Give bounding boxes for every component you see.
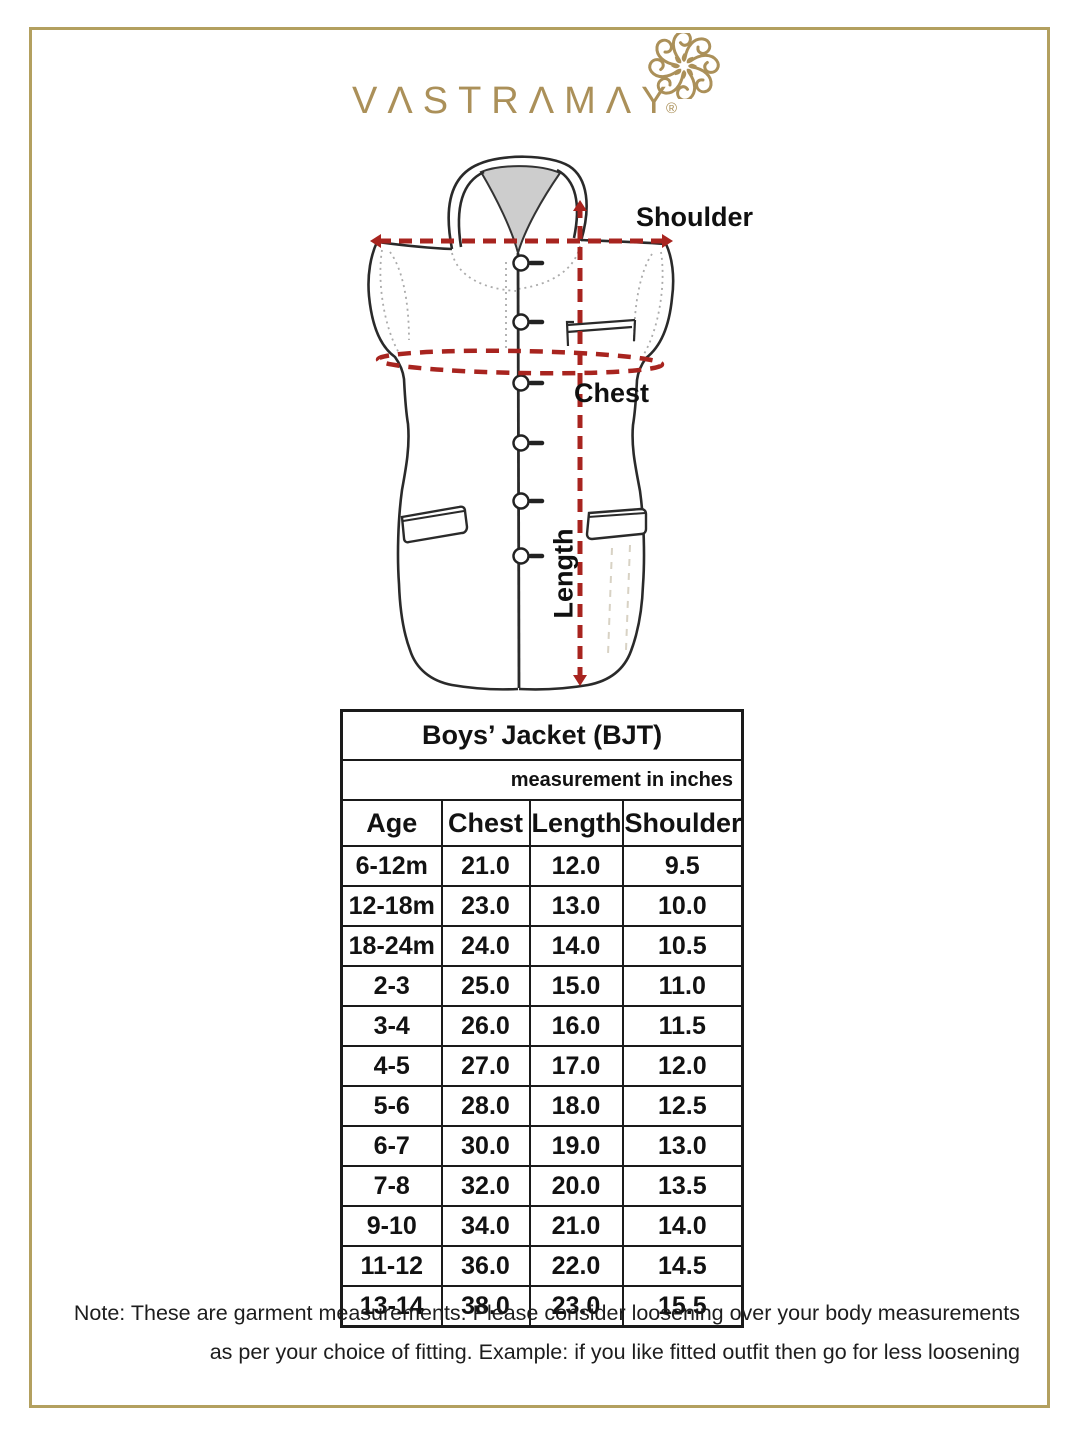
cell-chest: 24.0 [440, 925, 531, 967]
cell-shoulder: 15.5 [621, 1285, 744, 1328]
cell-chest: 32.0 [440, 1165, 531, 1207]
table-row: 4-5 27.0 17.0 12.0 [340, 1045, 744, 1087]
unit-note: measurement in inches [340, 759, 744, 801]
cell-age: 18-24m [340, 925, 443, 967]
cell-shoulder: 13.5 [621, 1165, 744, 1207]
cell-chest: 27.0 [440, 1045, 531, 1087]
column-header-age: Age [340, 799, 443, 847]
cell-length: 12.0 [528, 845, 624, 887]
table-title-row: Boys’ Jacket (BJT) [340, 709, 744, 761]
jacket-diagram [367, 155, 675, 691]
cell-age: 2-3 [340, 965, 443, 1007]
cell-shoulder: 13.0 [621, 1125, 744, 1167]
chest-measure-label: Chest [574, 378, 650, 408]
cell-age: 6-7 [340, 1125, 443, 1167]
table-row: 7-8 32.0 20.0 13.5 [340, 1165, 744, 1207]
cell-length: 14.0 [528, 925, 624, 967]
cell-age: 4-5 [340, 1045, 443, 1087]
cell-age: 11-12 [340, 1245, 443, 1287]
cell-chest: 28.0 [440, 1085, 531, 1127]
shoulder-measure-label: Shoulder [636, 202, 754, 232]
table-row: 6-12m 21.0 12.0 9.5 [340, 845, 744, 887]
cell-age: 13-14 [340, 1285, 443, 1328]
cell-chest: 36.0 [440, 1245, 531, 1287]
table-title: Boys’ Jacket (BJT) [340, 709, 744, 761]
table-row: 5-6 28.0 18.0 12.5 [340, 1085, 744, 1127]
column-header-length: Length [528, 799, 624, 847]
table-row: 11-12 36.0 22.0 14.5 [340, 1245, 744, 1287]
table-row: 12-18m 23.0 13.0 10.0 [340, 885, 744, 927]
size-chart-table: Boys’ Jacket (BJT) measurement in inches… [340, 709, 745, 1328]
brand-logo-text: VΛSTRΛMΛY [352, 80, 677, 122]
cell-age: 7-8 [340, 1165, 443, 1207]
cell-length: 23.0 [528, 1285, 624, 1328]
cell-chest: 34.0 [440, 1205, 531, 1247]
cell-length: 16.0 [528, 1005, 624, 1047]
cell-length: 22.0 [528, 1245, 624, 1287]
note-line-2: as per your choice of fitting. Example: … [209, 1340, 1020, 1364]
cell-length: 13.0 [528, 885, 624, 927]
cell-shoulder: 9.5 [621, 845, 744, 887]
length-measure-label: Length [548, 528, 579, 619]
cell-chest: 30.0 [440, 1125, 531, 1167]
brand-ornament-icon [646, 33, 722, 99]
column-header-shoulder: Shoulder [621, 799, 744, 847]
cell-shoulder: 10.0 [621, 885, 744, 927]
cell-age: 12-18m [340, 885, 443, 927]
cell-chest: 38.0 [440, 1285, 531, 1328]
cell-age: 3-4 [340, 1005, 443, 1047]
cell-age: 9-10 [340, 1205, 443, 1247]
cell-age: 6-12m [340, 845, 443, 887]
cell-shoulder: 14.5 [621, 1245, 744, 1287]
cell-length: 17.0 [528, 1045, 624, 1087]
cell-chest: 21.0 [440, 845, 531, 887]
table-unit-row: measurement in inches [340, 759, 744, 801]
table-row: 6-7 30.0 19.0 13.0 [340, 1125, 744, 1167]
table-row: 13-14 38.0 23.0 15.5 [340, 1285, 744, 1328]
column-header-chest: Chest [440, 799, 531, 847]
cell-shoulder: 12.0 [621, 1045, 744, 1087]
cell-shoulder: 10.5 [621, 925, 744, 967]
table-row: 2-3 25.0 15.0 11.0 [340, 965, 744, 1007]
table-row: 3-4 26.0 16.0 11.5 [340, 1005, 744, 1047]
cell-shoulder: 11.0 [621, 965, 744, 1007]
registered-trademark-symbol: ® [666, 100, 678, 117]
cell-chest: 25.0 [440, 965, 531, 1007]
note-line-1: Note: These are garment measurements. Pl… [73, 1301, 1020, 1325]
cell-shoulder: 11.5 [621, 1005, 744, 1047]
table-header-row: Age Chest Length Shoulder [340, 799, 744, 847]
cell-length: 21.0 [528, 1205, 624, 1247]
cell-length: 15.0 [528, 965, 624, 1007]
measurement-note: Note: These are garment measurements. Pl… [50, 1294, 1020, 1372]
cell-chest: 23.0 [440, 885, 531, 927]
cell-length: 18.0 [528, 1085, 624, 1127]
page-border [29, 27, 1050, 1408]
size-table-body: 6-12m 21.0 12.0 9.5 12-18m 23.0 13.0 10.0 18-24m… [340, 845, 744, 1328]
cell-chest: 26.0 [440, 1005, 531, 1047]
table-row: 18-24m 24.0 14.0 10.5 [340, 925, 744, 967]
table-row: 9-10 34.0 21.0 14.0 [340, 1205, 744, 1247]
cell-shoulder: 14.0 [621, 1205, 744, 1247]
cell-age: 5-6 [340, 1085, 443, 1127]
cell-length: 20.0 [528, 1165, 624, 1207]
cell-length: 19.0 [528, 1125, 624, 1167]
cell-shoulder: 12.5 [621, 1085, 744, 1127]
